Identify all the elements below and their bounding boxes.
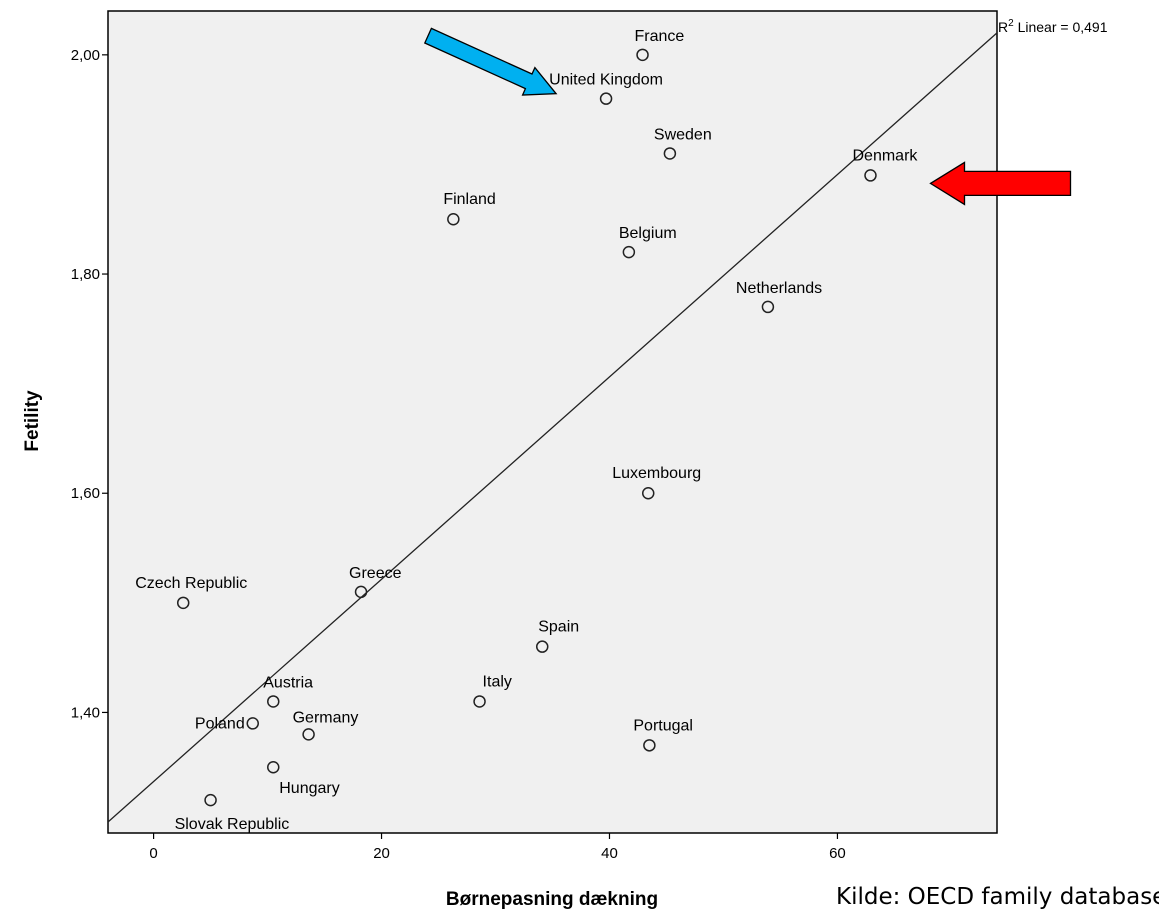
point-label-italy: Italy — [483, 673, 512, 690]
x-tick-label-1: 20 — [373, 845, 390, 862]
point-label-poland: Poland — [195, 715, 245, 732]
point-label-denmark: Denmark — [852, 147, 918, 164]
point-luxembourg — [641, 486, 655, 500]
point-denmark — [864, 169, 877, 182]
point-slovak-republic — [204, 793, 217, 807]
point-united-kingdom — [599, 92, 613, 105]
r2-label: R2 Linear = 0,491 — [998, 18, 1108, 35]
point-portugal — [643, 739, 656, 752]
r2-superscript: 2 — [1008, 18, 1014, 29]
y-tick-label-3: 2,00 — [71, 47, 100, 64]
y-tick-label-2: 1,80 — [71, 266, 100, 283]
axis-ticks: 0 20 40 60 1,40 1,60 1,80 2,00 — [71, 47, 846, 862]
annotation-arrow-denmark — [929, 161, 1072, 206]
point-label-austria: Austria — [263, 674, 313, 691]
point-finland — [447, 212, 460, 226]
x-tick-label-2: 40 — [601, 845, 618, 862]
point-sweden — [663, 147, 677, 160]
point-label-netherlands: Netherlands — [736, 280, 822, 297]
point-label-portugal: Portugal — [633, 717, 693, 734]
point-czech-republic — [176, 596, 190, 610]
data-points: France United Kingdom Sweden Denmark Finland… — [135, 28, 918, 833]
x-tick-label-0: 0 — [149, 845, 157, 862]
y-axis-title: Fetility — [22, 390, 43, 452]
r2-rest: Linear = 0,491 — [1014, 19, 1108, 35]
source-caption: Kilde: OECD family database — [836, 884, 1159, 910]
point-label-belgium: Belgium — [619, 225, 677, 242]
point-poland — [246, 717, 259, 730]
y-tick-label-0: 1,40 — [71, 704, 100, 721]
point-label-sweden: Sweden — [654, 126, 712, 143]
point-label-france: France — [635, 28, 685, 45]
annotation-arrow-united-kingdom — [423, 27, 558, 96]
r2-r: R — [998, 19, 1008, 35]
point-germany — [302, 728, 315, 741]
annotation-arrows — [423, 27, 1072, 206]
point-label-czech-republic: Czech Republic — [135, 575, 247, 592]
plot-area — [107, 10, 998, 834]
point-label-greece: Greece — [349, 565, 402, 582]
x-axis-title: Børnepasning dækning — [446, 889, 658, 910]
y-tick-label-1: 1,60 — [71, 485, 100, 502]
point-greece — [354, 585, 368, 599]
x-tick-label-3: 60 — [829, 845, 846, 862]
point-austria — [267, 695, 280, 708]
point-label-hungary: Hungary — [279, 780, 339, 797]
point-spain — [535, 640, 549, 653]
fit-line — [108, 32, 997, 823]
point-label-united-kingdom: United Kingdom — [549, 72, 663, 89]
point-hungary — [267, 760, 280, 774]
point-france — [636, 48, 649, 62]
point-label-slovak-republic: Slovak Republic — [175, 816, 290, 833]
point-label-finland: Finland — [443, 191, 495, 208]
point-italy — [473, 695, 486, 708]
point-netherlands — [761, 300, 775, 314]
point-belgium — [622, 245, 636, 259]
point-label-spain: Spain — [538, 619, 579, 636]
point-label-luxembourg: Luxembourg — [612, 465, 701, 482]
point-label-germany: Germany — [293, 709, 359, 726]
